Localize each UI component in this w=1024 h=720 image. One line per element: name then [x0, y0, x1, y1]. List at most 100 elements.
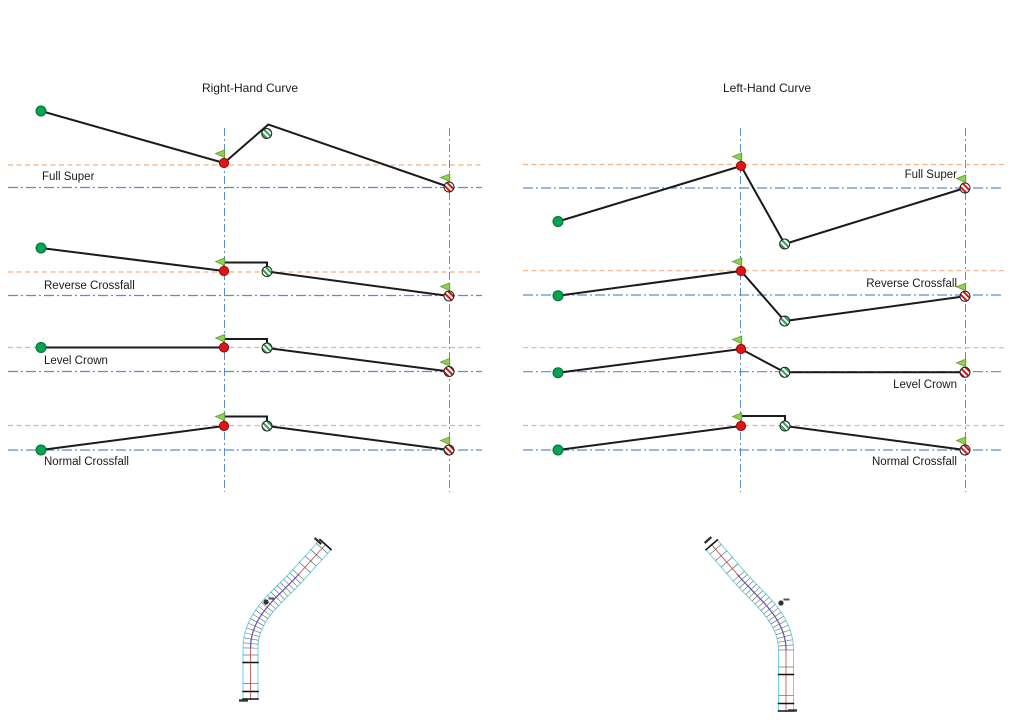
section-tick: [286, 575, 298, 587]
red-pivot-dot: [735, 265, 747, 277]
section-tick: [774, 624, 789, 632]
section-tick: [299, 562, 311, 573]
green-edge-dot: [552, 216, 564, 227]
section-tick: [252, 613, 266, 623]
section-tick: [775, 629, 791, 636]
hatched-red-marker: [959, 290, 971, 302]
section-tick: [248, 622, 263, 630]
hatched-green-marker: [779, 366, 791, 378]
key-station-label-mark: [268, 597, 275, 600]
section-tick: [277, 585, 289, 597]
row-label-level-crown: Level Crown: [44, 355, 108, 367]
green-edge-dot: [35, 444, 47, 456]
cross-section-row-reverse-crossfall: [523, 257, 1004, 327]
plan-view-left-curve: [703, 536, 797, 712]
row-label-level-crown: Level Crown: [893, 379, 957, 391]
section-tick: [715, 550, 728, 561]
section-tick: [283, 579, 295, 591]
section-tick: [736, 574, 748, 585]
row-label-reverse-crossfall: Reverse Crossfall: [866, 278, 957, 290]
road-surface-line: [557, 415, 966, 451]
major-station-tick: [318, 538, 333, 551]
section-tick: [772, 620, 787, 628]
section-tick: [726, 563, 739, 574]
section-tick: [244, 632, 260, 637]
hatched-red-marker: [959, 444, 971, 456]
section-tick: [742, 580, 754, 592]
row-label-reverse-crossfall: Reverse Crossfall: [44, 280, 135, 292]
row-label-full-super: Full Super: [42, 171, 95, 183]
key-station-marker: [263, 599, 269, 605]
alignment-curve-centerline: [736, 573, 787, 651]
hatched-green-marker: [779, 315, 791, 327]
right-hand-curve-title: Right-Hand Curve: [201, 81, 299, 95]
section-tick: [754, 593, 767, 605]
cross-section-row-full-super: [523, 152, 1004, 250]
section-tick: [250, 618, 264, 626]
station-label-mark: [703, 536, 713, 544]
cross-section-row-normal-crossfall: [523, 412, 1004, 456]
section-tick: [289, 572, 301, 584]
section-tick: [261, 602, 274, 613]
section-tick: [304, 555, 317, 567]
hatched-red-marker: [443, 366, 455, 377]
hatched-red-marker: [443, 290, 455, 302]
section-tick: [316, 543, 328, 554]
key-station-marker: [778, 600, 784, 606]
section-tick: [292, 569, 305, 581]
green-edge-dot: [35, 242, 47, 254]
hatched-red-marker: [443, 181, 455, 193]
section-tick: [310, 549, 323, 560]
hatched-green-marker: [261, 266, 273, 277]
cross-section-row-normal-crossfall: [8, 412, 482, 456]
hatched-red-marker: [443, 444, 455, 456]
cross-section-row-level-crown: [523, 335, 1004, 379]
green-edge-dot: [552, 367, 564, 379]
station-label-mark: [313, 537, 323, 545]
section-tick: [763, 604, 776, 615]
green-edge-dot: [552, 444, 564, 456]
section-tick: [720, 557, 733, 568]
major-station-tick: [704, 538, 719, 551]
section-tick: [258, 605, 271, 616]
road-surface-line: [557, 164, 966, 246]
red-pivot-dot: [218, 157, 230, 169]
hatched-green-marker: [779, 420, 791, 432]
section-tick: [751, 590, 764, 602]
section-tick: [732, 571, 745, 582]
section-tick: [243, 642, 259, 645]
row-label-normal-crossfall: Normal Crossfall: [44, 456, 129, 468]
station-label-mark: [239, 699, 248, 702]
green-edge-dot: [35, 342, 47, 353]
hatched-green-marker: [261, 420, 273, 432]
cross-section-row-reverse-crossfall: [8, 242, 482, 302]
section-tick: [777, 639, 793, 643]
section-tick: [768, 611, 782, 621]
cross-sections-layer: [8, 105, 1004, 456]
red-pivot-dot: [735, 160, 747, 172]
hatched-green-marker: [261, 342, 273, 354]
red-pivot-dot: [218, 420, 230, 432]
corridor-band-fill: [705, 539, 793, 712]
row-label-full-super: Full Super: [904, 169, 957, 181]
red-pivot-dot: [218, 342, 230, 353]
hatched-red-marker: [959, 182, 971, 194]
hatched-green-marker: [261, 128, 273, 139]
road-surface-line: [40, 247, 450, 297]
cross-section-row-full-super: [8, 105, 482, 193]
section-tick: [255, 609, 269, 619]
section-tick: [760, 600, 773, 611]
section-tick: [267, 595, 279, 606]
panel-right-hand-curve: [8, 105, 482, 456]
row-label-normal-crossfall: Normal Crossfall: [872, 456, 957, 468]
section-tick: [273, 588, 285, 600]
hatched-green-marker: [779, 238, 791, 250]
hatched-red-marker: [959, 366, 971, 378]
panel-left-hand-curve: [523, 152, 1004, 456]
green-edge-dot: [35, 105, 47, 117]
plan-view-right-curve: [239, 537, 333, 702]
station-label-mark: [788, 709, 797, 712]
section-tick: [776, 634, 792, 639]
